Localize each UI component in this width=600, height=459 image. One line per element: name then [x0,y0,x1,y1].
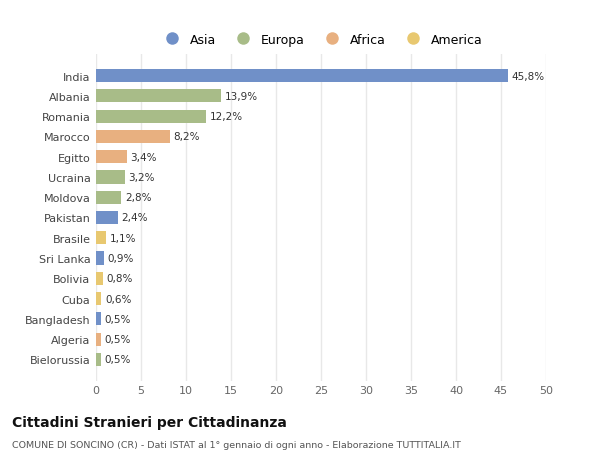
Bar [96,353,101,366]
Text: COMUNE DI SONCINO (CR) - Dati ISTAT al 1° gennaio di ogni anno - Elaborazione TU: COMUNE DI SONCINO (CR) - Dati ISTAT al 1… [12,440,461,449]
Bar [96,110,206,123]
Text: Cittadini Stranieri per Cittadinanza: Cittadini Stranieri per Cittadinanza [12,415,287,429]
Bar [96,333,101,346]
Bar [96,292,101,306]
Text: 8,2%: 8,2% [173,132,200,142]
Bar [96,130,170,144]
Bar [96,252,104,265]
Bar [96,90,221,103]
Bar [96,212,118,224]
Bar [96,272,103,285]
Text: 0,6%: 0,6% [105,294,131,304]
Text: 2,8%: 2,8% [125,193,151,203]
Text: 2,4%: 2,4% [121,213,148,223]
Text: 45,8%: 45,8% [512,72,545,81]
Bar [96,313,101,326]
Text: 3,2%: 3,2% [128,173,155,183]
Bar [96,70,508,83]
Text: 0,5%: 0,5% [104,334,130,344]
Text: 3,4%: 3,4% [130,152,157,162]
Bar [96,232,106,245]
Text: 0,8%: 0,8% [107,274,133,284]
Bar [96,191,121,204]
Text: 0,5%: 0,5% [104,314,130,324]
Text: 1,1%: 1,1% [110,233,136,243]
Text: 0,5%: 0,5% [104,355,130,364]
Text: 0,9%: 0,9% [108,253,134,263]
Text: 12,2%: 12,2% [209,112,242,122]
Bar [96,171,125,184]
Legend: Asia, Europa, Africa, America: Asia, Europa, Africa, America [155,29,487,52]
Bar [96,151,127,164]
Text: 13,9%: 13,9% [225,92,258,102]
